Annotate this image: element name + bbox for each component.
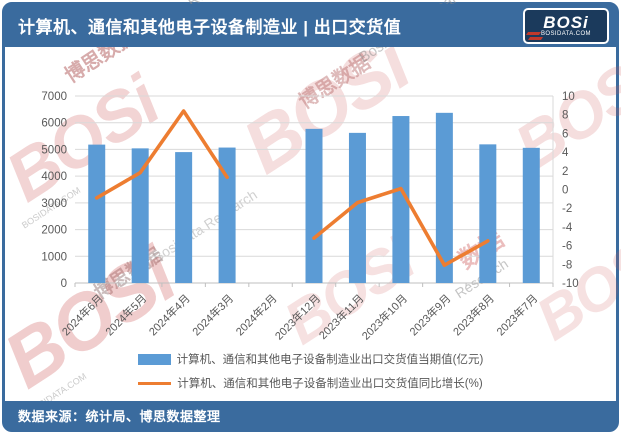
header-bar: 计算机、通信和其他电子设备制造业 | 出口交货值 BOSi BOSIDATA.C… [4, 4, 617, 47]
bosi-logo-domain: BOSIDATA.COM [541, 30, 591, 37]
footer-bar: 数据来源：统计局、博思数据整理 [4, 401, 617, 430]
legend-item-line-series: 计算机、通信和其他电子设备制造业出口交货值同比增长(%) [138, 375, 483, 391]
bar-2024年6月 [88, 144, 106, 283]
y-axis-right-label: -4 [562, 222, 573, 234]
y-axis-right-label: 0 [562, 185, 568, 197]
bosi-logo: BOSi BOSIDATA.COM [523, 7, 609, 44]
x-axis-label: 2023年7月 [493, 291, 540, 338]
y-axis-left-label: 3000 [41, 198, 67, 210]
bar-2023年10月 [392, 116, 410, 284]
x-axis-label: 2024年3月 [189, 291, 236, 338]
y-axis-right-label: -6 [562, 241, 572, 253]
x-axis-label: 2024年6月 [59, 291, 106, 338]
y-axis-right-label: -8 [562, 259, 572, 271]
y-axis-right-label: 10 [562, 91, 575, 103]
y-axis-right-label: -10 [562, 278, 579, 290]
x-axis-label: 2024年4月 [146, 291, 193, 338]
logo-red-stripe-icon [527, 36, 544, 40]
bar-2023年12月 [305, 128, 323, 283]
yoy-growth-line [94, 109, 490, 267]
y-axis-right-label: 8 [562, 110, 568, 122]
y-axis-left-label: 7000 [41, 91, 67, 103]
y-axis-left-label: 5000 [41, 144, 67, 156]
bar-2023年11月 [348, 132, 366, 283]
bosi-logo-text: BOSi [543, 12, 589, 32]
bar-2023年7月 [522, 147, 540, 283]
y-axis-left-label: 1000 [41, 251, 67, 263]
x-axis-label: 2024年2月 [233, 291, 280, 338]
export-delivery-combo-chart: 7000 6000 5000 4000 3000 2000 1000 0 10 8 6 4 2 0 -2 -4… [41, 91, 579, 343]
bar-2023年9月 [435, 112, 453, 283]
legend-line-swatch-icon [138, 381, 172, 385]
legend-item-bar-series: 计算机、通信和其他电子设备制造业出口交货值当期值(亿元) [137, 351, 484, 367]
x-axis-label: 2024年5月 [102, 291, 149, 338]
data-source-text: 数据来源：统计局、博思数据整理 [18, 409, 221, 424]
legend-label: 计算机、通信和其他电子设备制造业出口交货值当期值(亿元) [176, 354, 484, 366]
y-axis-right-label: -2 [562, 203, 572, 215]
bar-2024年5月 [131, 148, 149, 283]
legend-bar-swatch-icon [137, 353, 171, 365]
y-axis-left-label: 2000 [41, 225, 67, 237]
bar-2023年8月 [479, 144, 497, 283]
chart-legend: 计算机、通信和其他电子设备制造业出口交货值当期值(亿元) 计算机、通信和其他电子… [0, 351, 621, 391]
bar-2024年3月 [218, 147, 236, 283]
y-axis-left-label: 4000 [41, 171, 67, 183]
x-axis-label: 2023年9月 [406, 291, 453, 338]
page-title: 计算机、通信和其他电子设备制造业 | 出口交货值 [18, 18, 402, 37]
bar-2024年4月 [175, 152, 193, 283]
bosi-logo-inner: BOSi BOSIDATA.COM [525, 9, 607, 42]
y-axis-right-label: 6 [562, 128, 568, 140]
x-axis-label: 2023年10月 [359, 291, 410, 342]
logo-red-stripe-icon [525, 31, 542, 35]
legend-label: 计算机、通信和其他电子设备制造业出口交货值同比增长(%) [177, 378, 483, 390]
x-axis-label: 2023年8月 [450, 291, 497, 338]
y-axis-left-label: 6000 [41, 118, 67, 130]
y-axis-right-label: 4 [562, 147, 569, 159]
y-axis-left-label: 0 [61, 278, 67, 290]
x-axis-label: 2023年12月 [272, 291, 323, 342]
y-axis-right-label: 2 [562, 166, 568, 178]
